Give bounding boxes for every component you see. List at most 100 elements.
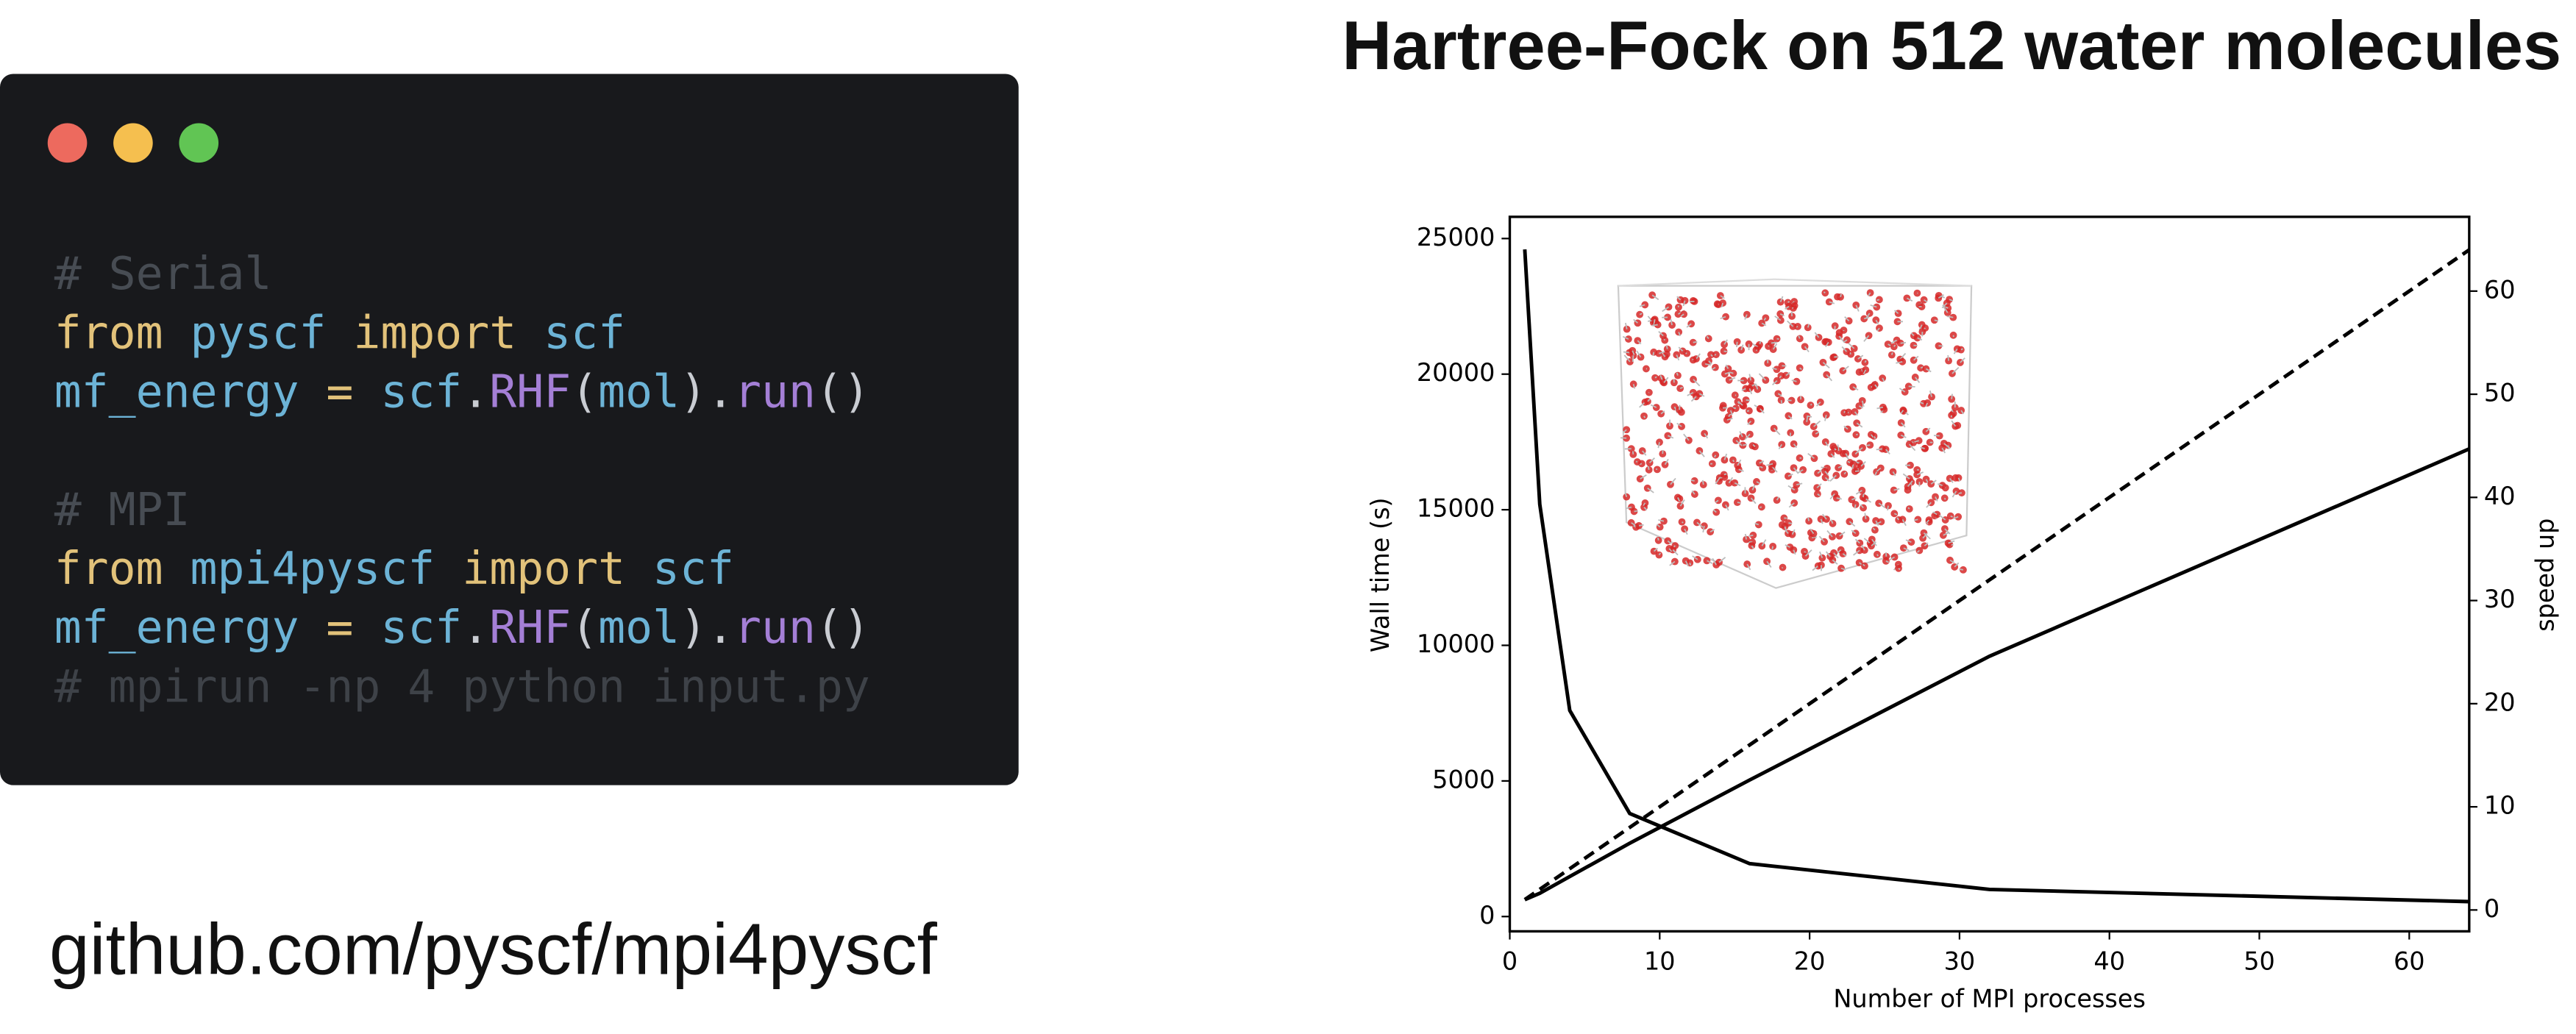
molecule-bond [1673, 545, 1676, 548]
molecule-bond [1712, 509, 1717, 513]
molecule-dot [1666, 422, 1673, 430]
molecule-dot [1831, 445, 1838, 452]
y-tick-label: 0 [1479, 901, 1495, 930]
molecule-bond [1836, 497, 1842, 500]
molecule-bond [1915, 377, 1921, 383]
molecule-bond [1849, 521, 1856, 527]
molecule-dot [1719, 299, 1727, 307]
molecule-bond [1854, 411, 1859, 416]
molecule-dot [1635, 521, 1643, 530]
molecule-bond [1825, 341, 1829, 348]
molecule-bond [1949, 560, 1955, 563]
molecule-dot [1877, 518, 1885, 526]
code-token: () [816, 366, 870, 418]
molecule-bond [1715, 499, 1719, 503]
molecule-bond [1899, 352, 1907, 360]
molecule-bond [1855, 490, 1862, 495]
molecule-bond [1657, 524, 1661, 528]
molecule-bond [1676, 354, 1680, 361]
molecule-dot [1690, 297, 1698, 305]
molecule-bond [1672, 549, 1679, 556]
molecule-bond [1833, 552, 1839, 559]
molecule-bond [1830, 519, 1834, 524]
molecule-bond [1743, 443, 1748, 446]
molecule-dot [1921, 444, 1929, 452]
code-token: ). [680, 366, 734, 418]
molecule-dot [1689, 356, 1697, 364]
molecule-bond [1766, 560, 1772, 568]
molecule-bond [1785, 305, 1790, 310]
molecule-bond [1676, 422, 1682, 427]
code-token: run [734, 366, 816, 418]
molecule-bond [1791, 529, 1796, 535]
molecule-bond [1729, 377, 1736, 381]
molecule-bond [1746, 399, 1751, 402]
molecule-bond [1856, 422, 1863, 428]
molecule-bond [1710, 354, 1713, 357]
molecule-dot [1641, 499, 1649, 507]
code-token: # mpirun -np 4 python input.py [54, 660, 870, 713]
molecule-dot [1918, 328, 1926, 336]
molecule-bond [1683, 433, 1690, 441]
molecule-bond [1951, 393, 1953, 399]
molecule-bond [1866, 444, 1871, 446]
molecule-bond [1852, 386, 1859, 391]
molecule-dot [1690, 477, 1698, 485]
code-line: from pyscf import scf [54, 307, 625, 359]
molecule-bond [1680, 313, 1684, 317]
molecule-bond [1887, 505, 1889, 511]
cube-outline [1617, 285, 1973, 589]
molecule-bond [1657, 538, 1659, 541]
molecule-bond [1711, 366, 1716, 371]
molecule-bond [1854, 504, 1857, 509]
molecule-bond [1925, 368, 1932, 373]
molecule-bond [1741, 388, 1746, 391]
molecule-bond [1914, 440, 1919, 443]
code-token: () [816, 602, 870, 654]
molecule-bond [1624, 322, 1628, 329]
molecule-bond [1720, 295, 1725, 299]
molecule-dot [1654, 466, 1661, 474]
molecule-bond [1919, 402, 1924, 404]
molecule-bond [1701, 479, 1704, 485]
molecule-bond [1640, 474, 1647, 479]
molecule-bond [1772, 379, 1778, 385]
molecule-bond [1759, 460, 1765, 464]
molecule-bond [1832, 559, 1838, 565]
molecule-dot [1790, 486, 1798, 494]
code-token: ( [571, 366, 598, 418]
molecule-dot [1907, 461, 1914, 469]
molecule-bond [1810, 403, 1812, 406]
molecule-bond [1649, 457, 1655, 463]
molecule-bond [1677, 497, 1681, 502]
molecule-bond [1951, 366, 1960, 374]
series-line [1523, 447, 2470, 902]
molecule-bond [1667, 540, 1672, 544]
molecule-dot [1676, 406, 1684, 414]
molecule-bond [1906, 297, 1913, 302]
code-token: scf [380, 366, 462, 418]
molecule-dot [1751, 443, 1759, 451]
y-tick-label: 20000 [1417, 358, 1495, 387]
molecule-bond [1758, 373, 1766, 381]
molecule-dot [1704, 335, 1712, 343]
code-token: import [353, 307, 544, 359]
molecule-bond [1725, 504, 1729, 511]
molecule-dot [1788, 313, 1796, 320]
molecule-bond [1704, 432, 1709, 439]
molecule-bond [1737, 459, 1742, 466]
molecule-bond [1953, 348, 1958, 354]
molecule-bond [1676, 296, 1682, 301]
molecule-bond [1934, 319, 1938, 322]
code-token: from [54, 543, 191, 595]
molecule-dot [1743, 560, 1751, 568]
molecule-dot [1676, 502, 1684, 510]
molecule-dot [1953, 345, 1961, 353]
molecule-bond [1771, 367, 1777, 371]
molecule-bond [1824, 477, 1830, 482]
molecule-bond [1657, 442, 1660, 449]
molecule-bond [1712, 557, 1717, 566]
chart-title: Hartree-Fock on 512 water molecules [1342, 7, 2561, 84]
molecule-dot [1723, 416, 1731, 424]
